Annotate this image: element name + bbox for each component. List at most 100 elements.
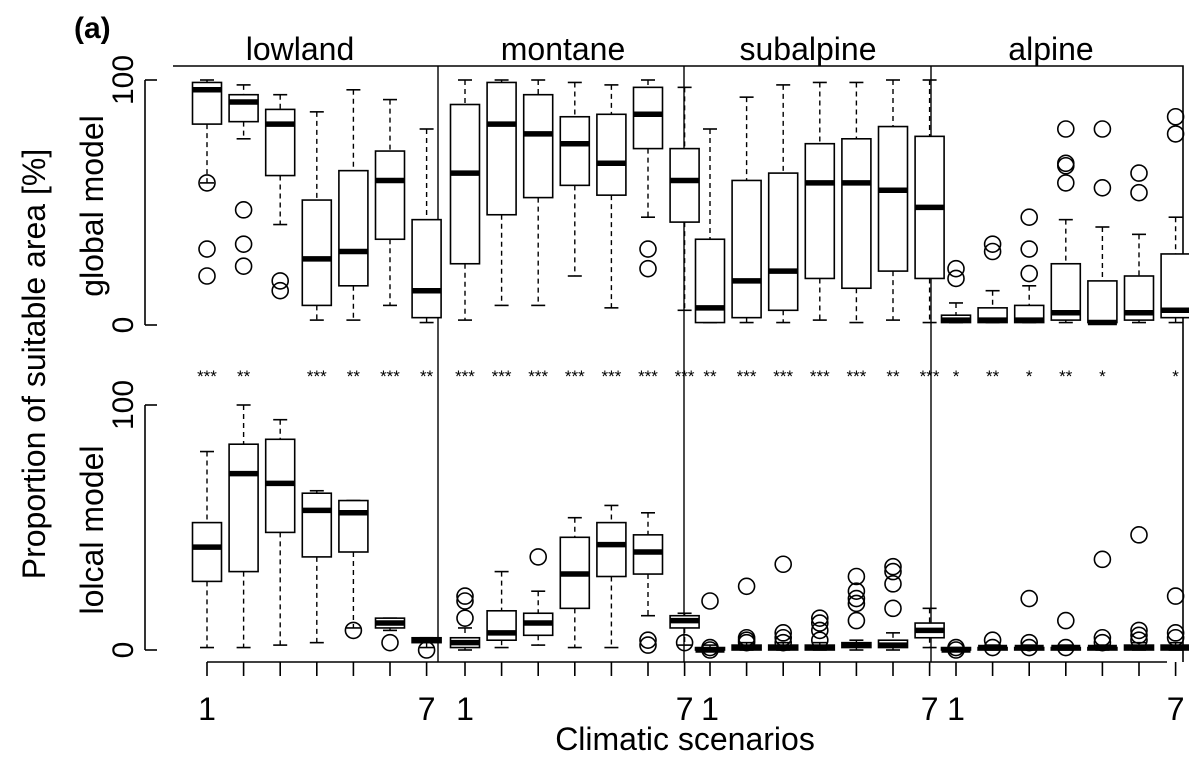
boxplot-alpine-scenario-2 — [977, 235, 1008, 324]
outlier-point — [983, 235, 1002, 253]
panel-local-model — [191, 404, 1189, 659]
boxplot-lowland-scenario-6 — [374, 98, 406, 307]
significance-marker: *** — [920, 367, 940, 386]
x-tick-label: 1 — [701, 691, 719, 727]
outlier-point — [947, 641, 965, 659]
outlier-point — [884, 557, 902, 576]
outlier-point — [198, 174, 216, 192]
box-iqr — [228, 443, 259, 573]
boxplot-lowland-scenario-4 — [301, 111, 333, 321]
boxplot-montane-scenario-4 — [559, 516, 591, 649]
outlier-point — [1093, 550, 1112, 569]
box-iqr — [669, 147, 700, 223]
significance-marker: *** — [455, 367, 475, 386]
outlier-point — [1093, 628, 1112, 647]
significance-row: *** ** *** ** *** ** *** *** *** *** *** *** *** ** **… — [197, 367, 1179, 386]
outlier-point — [271, 281, 290, 300]
boxplot-lowland-scenario-7 — [411, 128, 442, 324]
boxplot-montane-scenario-2 — [486, 79, 517, 307]
boxplot-alpine-scenario-4 — [1050, 120, 1082, 324]
boxplot-subalpine-scenario-3 — [767, 84, 799, 324]
boxplot-montane-scenario-2 — [486, 570, 517, 649]
outlier-point — [810, 609, 829, 627]
outlier-point — [810, 621, 829, 640]
outlier-point — [1057, 156, 1075, 175]
boxplot-alpine-scenario-6 — [1123, 526, 1155, 651]
y-axis-local: 0 100 — [107, 380, 157, 658]
box-iqr — [731, 179, 762, 319]
box-iqr — [449, 103, 481, 265]
panel-global-model — [191, 79, 1189, 326]
significance-marker: ** — [703, 367, 717, 386]
outlier-point — [1093, 179, 1112, 197]
x-axis-title: Climatic scenarios — [555, 721, 815, 757]
boxplot-montane-scenario-1 — [449, 587, 481, 651]
outlier-point — [1130, 183, 1148, 202]
outlier-point — [774, 555, 793, 574]
box-iqr — [374, 150, 406, 241]
outlier-point — [456, 592, 474, 610]
significance-marker: * — [953, 367, 960, 386]
box-iqr — [1160, 253, 1189, 319]
significance-marker: *** — [846, 367, 866, 386]
outlier-point — [884, 562, 902, 581]
zone-group-subalpine — [694, 79, 945, 324]
box-iqr — [1087, 280, 1118, 324]
outlier-point — [1057, 120, 1075, 138]
x-tick-label: 1 — [947, 691, 965, 727]
significance-marker: *** — [197, 367, 217, 386]
outlier-point — [1166, 107, 1185, 126]
boxplot-montane-scenario-5 — [596, 84, 627, 309]
box-iqr — [411, 218, 442, 319]
outlier-point — [234, 257, 253, 276]
outlier-point — [639, 240, 657, 258]
zone-label-subalpine: subalpine — [740, 31, 877, 67]
outlier-point — [198, 240, 216, 258]
boxplot-montane-scenario-6 — [632, 511, 664, 654]
outlier-point — [639, 631, 657, 650]
model-label-global: global model — [74, 115, 110, 296]
boxplot-alpine-scenario-5 — [1087, 550, 1118, 652]
box-iqr — [486, 609, 517, 641]
outlier-point — [1130, 621, 1148, 640]
outlier-point — [774, 624, 793, 642]
boxplot-montane-scenario-1 — [449, 79, 481, 321]
box-iqr — [228, 93, 259, 123]
boxplot-lowland-scenario-5 — [338, 499, 369, 640]
outlier-point — [344, 621, 363, 640]
outlier-point — [456, 609, 474, 627]
boxplot-subalpine-scenario-5 — [841, 81, 872, 324]
outlier-point — [1130, 164, 1148, 182]
outlier-point — [271, 272, 290, 290]
outlier-point — [737, 577, 756, 596]
boxplot-alpine-scenario-1 — [940, 638, 972, 659]
outlier-point — [983, 631, 1002, 650]
box-iqr — [632, 86, 664, 150]
boxplot-alpine-scenario-3 — [1013, 589, 1045, 657]
outlier-point — [774, 633, 793, 652]
y-tick-label: 100 — [107, 380, 140, 430]
y-tick-label: 0 — [107, 317, 140, 334]
boxplot-lowland-scenario-2 — [228, 404, 259, 649]
boxplot-subalpine-scenario-1 — [694, 592, 726, 659]
outlier-point — [639, 636, 657, 654]
box-iqr — [559, 115, 591, 187]
boxplot-subalpine-scenario-2 — [731, 96, 762, 324]
outlier-point — [1166, 587, 1185, 605]
box-iqr — [596, 113, 627, 196]
significance-marker: *** — [773, 367, 793, 386]
outlier-point — [1020, 240, 1038, 258]
x-tick-label: 7 — [418, 691, 436, 727]
outlier-point — [1020, 638, 1038, 657]
outlier-point — [1057, 638, 1075, 657]
box-iqr — [191, 521, 223, 583]
x-tick-label: 7 — [676, 691, 694, 727]
y-axis-global: 0 100 — [107, 55, 157, 333]
zone-group-alpine — [940, 526, 1189, 659]
y-tick-label: 100 — [107, 55, 140, 105]
y-axis-title: Proportion of suitable area [%] — [16, 149, 52, 579]
significance-marker: ** — [237, 367, 251, 386]
boxplot-subalpine-scenario-4 — [804, 609, 836, 651]
